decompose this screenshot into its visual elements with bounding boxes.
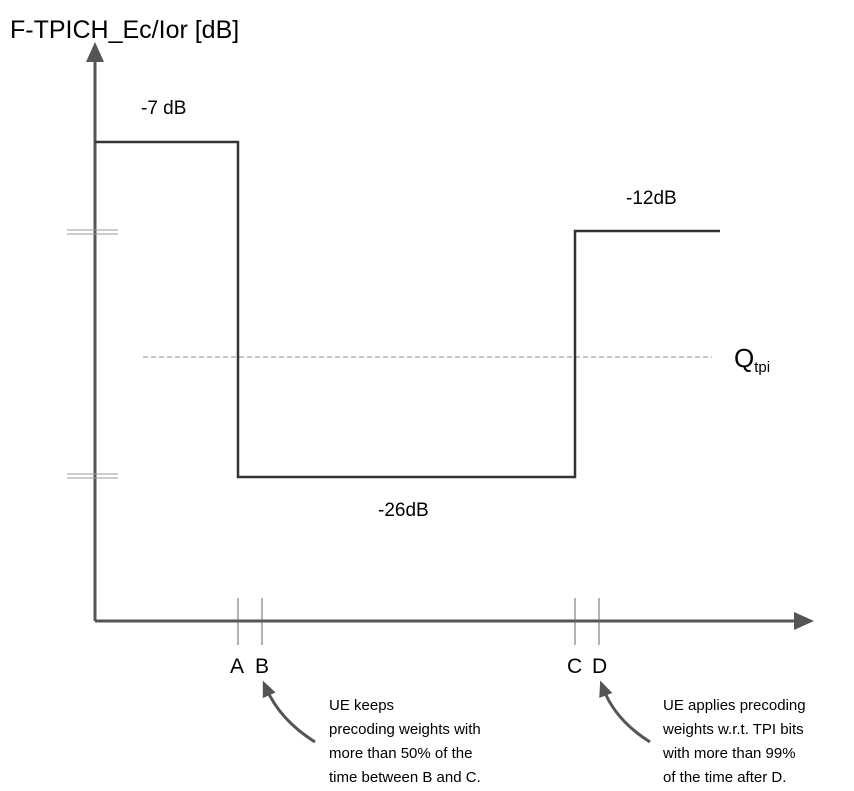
- x-axis-arrowhead: [794, 612, 814, 630]
- x-marker-c: C: [567, 655, 582, 678]
- y-axis-title: F-TPICH_Ec/Ior [dB]: [10, 16, 239, 44]
- y-tick-upper: [67, 229, 118, 235]
- level-label-mid: -12dB: [626, 188, 677, 209]
- annotation-right: UE applies precoding weights w.r.t. TPI …: [662, 697, 806, 786]
- annotation-arrow-right: [599, 680, 651, 744]
- y-axis-arrowhead: [86, 42, 104, 62]
- y-tick-lower: [67, 473, 118, 479]
- annotation-right-line: UE applies precoding: [663, 697, 806, 714]
- x-marker-a: A: [230, 655, 244, 678]
- power-level-curve: [95, 140, 720, 479]
- annotation-arrow-left: [262, 680, 316, 744]
- level-label-low: -26dB: [378, 500, 429, 521]
- annotation-right-line: weights w.r.t. TPI bits: [662, 721, 804, 738]
- threshold-label: Qtpi: [734, 343, 770, 376]
- annotation-right-line: of the time after D.: [663, 769, 786, 786]
- annotation-left-line: precoding weights with: [329, 721, 481, 738]
- x-marker-d: D: [592, 655, 607, 678]
- x-marker-b: B: [255, 655, 269, 678]
- annotation-left: UE keeps precoding weights with more tha…: [329, 697, 481, 786]
- annotation-right-line: with more than 99%: [662, 745, 796, 762]
- threshold-label-sub: tpi: [754, 359, 770, 376]
- annotation-left-line: more than 50% of the: [329, 745, 472, 762]
- threshold-label-main: Q: [734, 343, 754, 373]
- annotation-left-line: time between B and C.: [329, 769, 481, 786]
- annotation-left-line: UE keeps: [329, 697, 394, 714]
- level-label-high: -7 dB: [141, 98, 186, 119]
